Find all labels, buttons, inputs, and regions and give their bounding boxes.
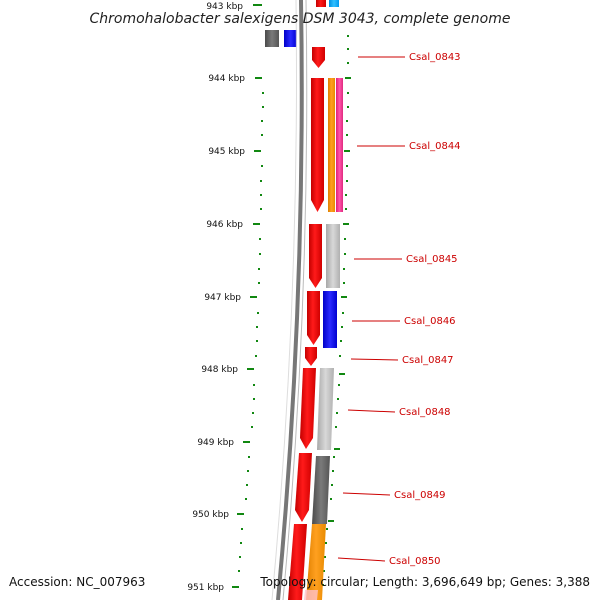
topology-caption: Topology: circular; Length: 3,696,649 bp… (259, 575, 590, 589)
tick-945: 945 kbp (208, 147, 350, 157)
gene-arrow-csal-0848[interactable] (300, 368, 316, 449)
gene-label[interactable]: Csal_0846 (404, 316, 456, 327)
gene-arrow-csal-0845[interactable] (309, 224, 322, 288)
gene-label-group[interactable]: Csal_0849 (342, 490, 446, 501)
gene-arrow-csal-0850[interactable] (288, 524, 307, 600)
tick-948: 948 kbp (201, 365, 345, 375)
tick-943: 943 kbp (206, 2, 262, 12)
tick-marks: 943 kbp 944 kbp 945 kbp 946 kbp 947 kbp … (187, 2, 351, 593)
tick-946: 946 kbp (206, 220, 349, 230)
gene-label-group[interactable]: Csal_0846 (352, 316, 456, 327)
tick-950: 950 kbp (192, 510, 334, 522)
tick-949: 949 kbp (197, 438, 340, 450)
gene-label[interactable]: Csal_0849 (394, 490, 446, 501)
genome-backbone (271, 0, 308, 600)
tick-label: 945 kbp (208, 147, 245, 157)
gene-label[interactable]: Csal_0843 (409, 52, 461, 63)
accession-caption: Accession: NC_007963 (9, 575, 145, 589)
gene-label-group[interactable]: Csal_0847 (350, 355, 454, 366)
gene-label[interactable]: Csal_0847 (402, 355, 454, 366)
cog-bar (312, 456, 330, 524)
gene-arrow-csal-0844[interactable] (311, 78, 324, 212)
tick-label: 947 kbp (204, 293, 241, 303)
tick-944: 944 kbp (208, 74, 351, 84)
gene-label-group[interactable]: Csal_0848 (347, 407, 451, 418)
cog-bar (306, 524, 326, 600)
tick-label: 951 kbp (187, 583, 224, 593)
tick-dots (238, 35, 349, 586)
gene-label-group[interactable]: Csal_0845 (354, 254, 458, 265)
gene-label[interactable]: Csal_0848 (399, 407, 451, 418)
gene-arrow-csal-0849[interactable] (295, 453, 312, 522)
cog-bar (317, 368, 334, 450)
gene-labels: Csal_0843 Csal_0844 Csal_0845 Csal_0846 … (337, 52, 461, 567)
gene-label[interactable]: Csal_0844 (409, 141, 461, 152)
cog-bar (336, 78, 343, 212)
tick-947: 947 kbp (204, 293, 347, 303)
gene-label[interactable]: Csal_0850 (389, 556, 441, 567)
gene-label-group[interactable]: Csal_0843 (358, 52, 461, 63)
cog-bar (328, 78, 335, 212)
gene-arrow-csal-0847[interactable] (305, 347, 317, 366)
gene-arrow-csal-0843[interactable] (312, 47, 325, 68)
tick-label: 943 kbp (206, 2, 243, 12)
gene-arrows (288, 47, 325, 600)
tick-label: 948 kbp (201, 365, 238, 375)
tick-label: 946 kbp (206, 220, 243, 230)
cog-bars (304, 78, 343, 600)
tick-label: 949 kbp (197, 438, 234, 448)
gene-label-group[interactable]: Csal_0850 (337, 556, 441, 567)
top-fragment (265, 0, 339, 47)
tick-label: 950 kbp (192, 510, 229, 520)
tick-951: 951 kbp (187, 583, 239, 593)
map-title: Chromohalobacter salexigens DSM 3043, co… (90, 11, 511, 27)
cog-bar (326, 224, 340, 288)
cog-bar (304, 590, 318, 600)
tick-label: 944 kbp (208, 74, 245, 84)
cog-bar (323, 291, 337, 348)
gene-label-group[interactable]: Csal_0844 (357, 141, 461, 152)
gene-arrow-csal-0846[interactable] (307, 291, 320, 345)
gene-label[interactable]: Csal_0845 (406, 254, 458, 265)
